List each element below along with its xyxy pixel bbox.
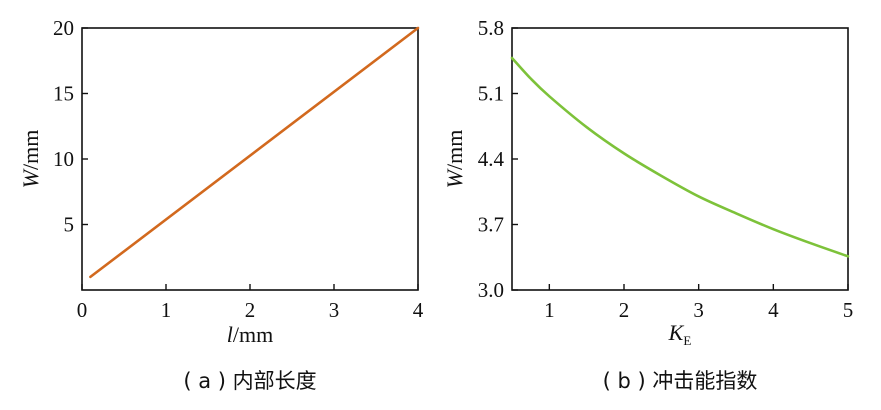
chart-b-caption: ( b ) 冲击能指数 — [603, 369, 758, 393]
chart-b-ylabel-symbol: W — [442, 168, 467, 188]
chart-a-xtick-label: 2 — [245, 298, 256, 322]
chart-b-ytick-label: 4.4 — [478, 147, 505, 171]
chart-b-ticks: 1 2 3 4 5 3.0 3.7 4.4 5.1 5.8 — [478, 16, 854, 322]
chart-a-ticks: 0 1 2 3 4 5 10 15 20 — [53, 16, 424, 322]
chart-a-series — [89, 26, 420, 279]
chart-b: 1 2 3 4 5 3.0 3.7 4.4 5.1 5.8 KE W/mm ( b ) 冲击能指数 — [442, 16, 853, 393]
chart-a: 0 1 2 3 4 5 10 15 20 l/mm W/mm ( a ) 内部长度 — [18, 16, 424, 393]
chart-a-xtick-label: 3 — [329, 298, 340, 322]
chart-b-ytick-label: 3.7 — [478, 213, 504, 237]
chart-b-xtick-label: 3 — [693, 298, 704, 322]
chart-a-xlabel-unit: /mm — [233, 322, 273, 347]
chart-a-ytick-label: 20 — [53, 16, 74, 40]
chart-a-xtick-label: 1 — [161, 298, 172, 322]
chart-b-ytick-label: 5.8 — [478, 16, 504, 40]
chart-b-ylabel-unit: /mm — [442, 130, 467, 170]
chart-a-ytick-label: 15 — [53, 82, 74, 106]
chart-a-ytick-label: 10 — [53, 147, 74, 171]
chart-a-caption: ( a ) 内部长度 — [183, 369, 316, 393]
chart-a-xtick-label: 0 — [77, 298, 88, 322]
chart-b-ytick-label: 5.1 — [478, 82, 504, 106]
chart-b-frame — [511, 27, 849, 291]
chart-b-xlabel-symbol: K — [668, 320, 685, 345]
chart-a-xlabel: l/mm — [227, 322, 273, 347]
chart-a-series-line-0 — [89, 26, 420, 279]
chart-b-ylabel: W/mm — [442, 130, 467, 189]
chart-b-xtick-label: 5 — [843, 298, 854, 322]
chart-b-xlabel: KE — [668, 320, 692, 348]
chart-b-xlabel-sub: E — [683, 333, 691, 348]
chart-a-ylabel-unit: /mm — [18, 130, 43, 170]
chart-b-series-line-0 — [510, 56, 850, 258]
chart-b-series — [510, 56, 850, 258]
chart-a-ytick-label: 5 — [64, 213, 75, 237]
chart-b-xtick-label: 4 — [768, 298, 779, 322]
chart-a-xlabel-symbol: l — [227, 322, 233, 347]
chart-a-ylabel-symbol: W — [18, 168, 43, 188]
chart-a-ylabel: W/mm — [18, 130, 43, 189]
chart-a-xtick-label: 4 — [413, 298, 424, 322]
chart-b-xtick-label: 1 — [544, 298, 555, 322]
chart-b-ytick-label: 3.0 — [478, 278, 504, 302]
chart-b-xtick-label: 2 — [619, 298, 630, 322]
